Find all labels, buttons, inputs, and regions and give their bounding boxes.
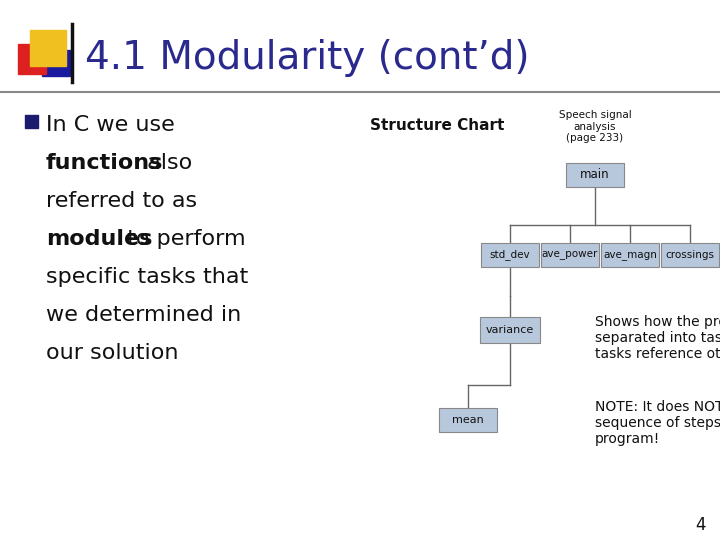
Text: modules: modules [46, 229, 153, 249]
Text: variance: variance [486, 325, 534, 335]
Text: we determined in: we determined in [46, 305, 241, 325]
Text: main: main [580, 168, 610, 181]
Text: also: also [140, 153, 193, 173]
Text: mean: mean [452, 415, 484, 425]
Text: our solution: our solution [46, 343, 179, 363]
Bar [42, 50, 70, 76]
FancyBboxPatch shape [541, 243, 599, 267]
Text: In C we use: In C we use [46, 115, 175, 135]
Text: 4: 4 [695, 516, 706, 534]
Text: ave_magn: ave_magn [603, 250, 657, 260]
Text: functions: functions [46, 153, 163, 173]
FancyBboxPatch shape [566, 163, 624, 187]
Text: Shows how the program
separated into tasks and which
tasks reference other tasks: Shows how the program separated into tas… [595, 315, 720, 361]
Text: ave_power: ave_power [542, 250, 598, 260]
Text: NOTE: It does NOT indicate the
sequence of steps in the
program!: NOTE: It does NOT indicate the sequence … [595, 400, 720, 447]
FancyBboxPatch shape [481, 243, 539, 267]
FancyBboxPatch shape [439, 408, 497, 432]
FancyBboxPatch shape [480, 317, 540, 343]
FancyBboxPatch shape [661, 243, 719, 267]
Text: crossings: crossings [665, 250, 714, 260]
Text: Structure Chart: Structure Chart [370, 118, 505, 133]
Text: to perform: to perform [120, 229, 245, 249]
Bar [30, 30, 66, 66]
Bar [25, 115, 38, 128]
Text: 4.1 Modularity (cont’d): 4.1 Modularity (cont’d) [85, 39, 529, 77]
Bar [18, 44, 46, 74]
Text: Speech signal
analysis
(page 233): Speech signal analysis (page 233) [559, 110, 631, 143]
Text: specific tasks that: specific tasks that [46, 267, 248, 287]
Text: referred to as: referred to as [46, 191, 197, 211]
FancyBboxPatch shape [601, 243, 659, 267]
Text: std_dev: std_dev [490, 249, 531, 260]
